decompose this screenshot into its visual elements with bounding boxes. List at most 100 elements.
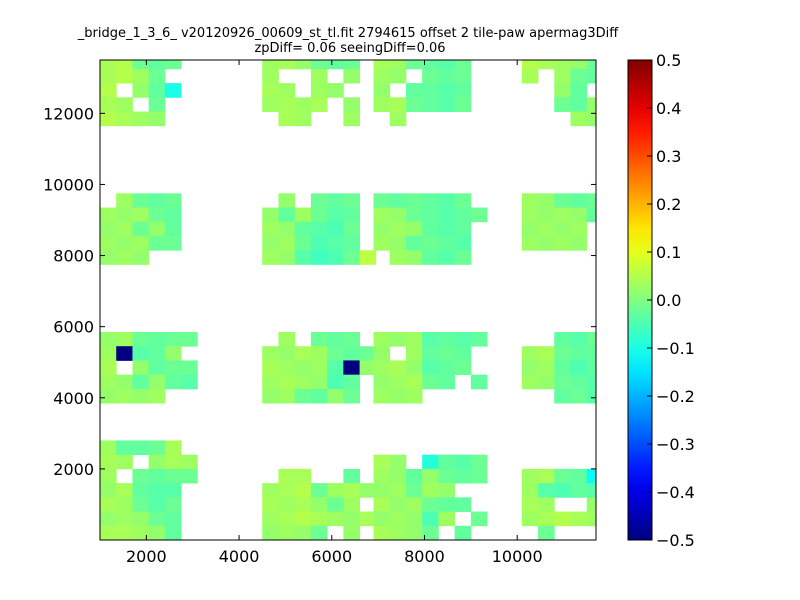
heatmap-cell [554, 468, 571, 484]
heatmap-cell [132, 468, 150, 484]
colorbar-tick-label: 0.0 [656, 291, 681, 310]
heatmap-cell [554, 346, 571, 361]
heatmap-cell [164, 374, 182, 390]
heatmap-cell [438, 97, 456, 112]
heatmap-cell [470, 332, 488, 347]
heatmap-cell [310, 525, 328, 540]
y-tick-label: 12000 [43, 104, 94, 123]
heatmap-cell [454, 497, 472, 512]
heatmap-cell [554, 388, 571, 404]
heatmap-cell [422, 468, 439, 484]
heatmap-cell [389, 250, 407, 265]
heatmap-cell [132, 83, 150, 98]
heatmap-cell [327, 236, 344, 251]
heatmap-cell [132, 332, 150, 347]
heatmap-cell [570, 346, 588, 361]
heatmap-cell [100, 374, 117, 390]
heatmap-cell [554, 83, 571, 98]
heatmap-cell [422, 511, 439, 527]
heatmap-cell [405, 60, 423, 70]
heatmap-cell [148, 511, 166, 527]
heatmap-cell [116, 332, 133, 347]
heatmap-cell [586, 111, 596, 127]
heatmap-cell [310, 97, 328, 112]
chart-title-line-1: _bridge_1_3_6_ v20120926_00609_st_tl.fit… [77, 26, 619, 41]
heatmap-cell [422, 97, 439, 112]
heatmap-cell [327, 511, 344, 527]
heatmap-cell [164, 483, 182, 498]
heatmap-cell [327, 374, 344, 390]
heatmap-cell [262, 68, 279, 84]
x-tick-label: 8000 [404, 547, 445, 566]
heatmap-cell [278, 525, 296, 540]
heatmap-cell [554, 332, 571, 347]
heatmap-cell [359, 483, 377, 498]
heatmap-cell [262, 346, 279, 361]
heatmap-cell [148, 97, 166, 112]
heatmap-cell [132, 221, 150, 237]
y-tick-label: 4000 [53, 389, 94, 408]
heatmap-cell [538, 360, 555, 376]
heatmap-cell [100, 483, 117, 498]
heatmap-cell [586, 360, 596, 376]
heatmap-cell [405, 511, 423, 527]
heatmap-cell [164, 221, 182, 237]
heatmap-cell [327, 483, 344, 498]
heatmap-cell [310, 511, 328, 527]
heatmap-cell [538, 468, 555, 484]
heatmap-cell [148, 468, 166, 484]
heatmap-cell [148, 497, 166, 512]
heatmap-cell [327, 332, 344, 347]
heatmap-cell [343, 111, 360, 127]
heatmap-cell [278, 97, 296, 112]
plot-area: 2000 4000 6000 8000 10000 2000 4000 6000 8000 100… [43, 59, 597, 566]
heatmap-cell [100, 97, 117, 112]
heatmap-cell [116, 68, 133, 84]
heatmap-cell [148, 388, 166, 404]
heatmap-cell [294, 468, 312, 484]
heatmap-cell [389, 468, 407, 484]
heatmap-cell [422, 221, 439, 237]
heatmap-cell [538, 207, 555, 223]
heatmap-cell [373, 97, 391, 112]
heatmap-cell [164, 207, 182, 223]
heatmap-cell [586, 97, 596, 112]
heatmap-cell [100, 221, 117, 237]
heatmap-cell [116, 221, 133, 237]
heatmap-cell [132, 111, 150, 127]
heatmap-cell [132, 60, 150, 70]
heatmap-cell [100, 511, 117, 527]
heatmap-cell [310, 374, 328, 390]
heatmap-cell [132, 374, 150, 390]
heatmap-cell [294, 346, 312, 361]
heatmap-cell [454, 250, 472, 265]
heatmap-cell [164, 454, 182, 470]
heatmap-cell [570, 60, 588, 70]
heatmap-cell [343, 388, 360, 404]
heatmap-cell [570, 193, 588, 208]
heatmap-cell [343, 68, 360, 84]
heatmap-cell [538, 511, 555, 527]
y-tick-label: 8000 [53, 247, 94, 266]
heatmap-cell [132, 388, 150, 404]
heatmap-cell [148, 360, 166, 376]
heatmap-cell [538, 374, 555, 390]
colorbar-tick-label: −0.4 [656, 483, 695, 502]
heatmap-cell [100, 68, 117, 84]
heatmap-cell [294, 388, 312, 404]
heatmap-cell [262, 360, 279, 376]
heatmap-cell [405, 360, 423, 376]
heatmap-cell [327, 207, 344, 223]
heatmap-cell [294, 497, 312, 512]
heatmap-cell [100, 332, 117, 347]
heatmap-cell [438, 68, 456, 84]
heatmap-cell [521, 346, 539, 361]
heatmap-cell [470, 511, 488, 527]
heatmap-cell [586, 374, 596, 390]
heatmap-cell [454, 454, 472, 470]
heatmap-cell [327, 346, 344, 361]
heatmap-cell [294, 111, 312, 127]
heatmap-cell [570, 97, 588, 112]
heatmap-cell [570, 332, 588, 347]
heatmap-cell [100, 360, 117, 376]
